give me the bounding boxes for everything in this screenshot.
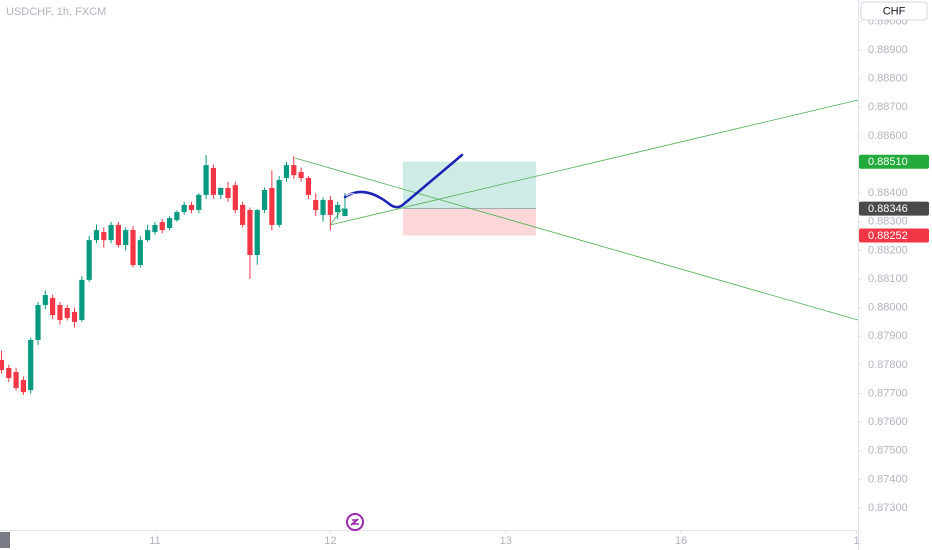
x-tick-label: 12 (324, 535, 336, 547)
price-marker (859, 154, 929, 169)
trendline (329, 99, 859, 226)
candle-body (174, 212, 180, 221)
y-tick-label: 0.87700 (868, 387, 908, 399)
candle-body (57, 305, 63, 320)
trendline (329, 207, 344, 226)
small-curve (345, 193, 359, 197)
candle-body (42, 295, 48, 306)
x-tick-label: 13 (500, 535, 512, 547)
candle-body (152, 224, 158, 233)
target-zone (403, 161, 536, 209)
candle-body (335, 204, 341, 213)
projection-curve (343, 153, 464, 209)
scroll-handle[interactable] (0, 532, 10, 548)
x-tick-label: 16 (675, 535, 687, 547)
price-marker (859, 201, 929, 216)
candle-body (342, 208, 348, 217)
candle-body (291, 165, 297, 176)
y-tick-label: 0.88000 (868, 302, 908, 314)
y-tick-label: 0.87400 (868, 473, 908, 485)
x-tick-label: 1 (853, 535, 859, 547)
y-tick-label: 0.88900 (868, 44, 908, 56)
candle-body (108, 224, 114, 241)
y-tick-label: 0.88300 (868, 216, 908, 228)
candle-body (305, 178, 312, 195)
y-tick-label: 0.88700 (868, 101, 908, 113)
candle-body (28, 339, 34, 391)
stop-zone (403, 208, 536, 236)
y-tick-label: 0.88600 (868, 130, 908, 142)
candle-body (232, 185, 238, 211)
candle-body (225, 188, 231, 199)
chart-title: USDCHF, 1h, FXCM (6, 6, 106, 18)
x-tick-label: 11 (149, 535, 160, 547)
y-tick-label: 0.87600 (868, 416, 908, 428)
price-marker (859, 228, 929, 243)
price-marker-label: 0.88346 (868, 203, 908, 215)
candle-body (101, 232, 107, 241)
currency-badge (860, 1, 928, 21)
candle-body (93, 230, 100, 241)
y-tick-label: 0.87900 (868, 330, 908, 342)
candle-body (181, 204, 187, 213)
y-tick-label: 0.88400 (868, 187, 908, 199)
candle-body (86, 240, 92, 280)
candle-body (276, 180, 282, 225)
y-tick-label: 0.87300 (868, 502, 908, 514)
logo-icon (346, 513, 364, 531)
candle-body (210, 167, 217, 195)
candle-body (298, 171, 304, 179)
candle-body (188, 204, 195, 211)
candle-body (35, 305, 41, 340)
candle-body (240, 204, 246, 225)
candle-body (0, 360, 5, 371)
candle-body (218, 188, 224, 195)
candle-body (20, 380, 26, 393)
candle-body (115, 224, 121, 245)
candle-body (137, 240, 143, 265)
candle-body (247, 210, 253, 255)
candle-body (196, 194, 202, 211)
candle-body (327, 200, 333, 215)
y-tick-label: 0.88200 (868, 244, 908, 256)
price-marker-label: 0.88252 (868, 230, 908, 242)
candle-body (261, 190, 268, 211)
candle-body (6, 368, 12, 379)
plot-area (0, 99, 859, 395)
candle-body (13, 372, 19, 389)
y-tick-label: 0.88800 (868, 73, 908, 85)
candle-body (159, 222, 165, 231)
candle-body (64, 307, 70, 318)
candle-body (283, 165, 290, 179)
currency-label: CHF (883, 5, 906, 17)
candle-body (123, 230, 129, 245)
candle-body (145, 230, 151, 241)
candle-body (254, 210, 260, 255)
candle-body (130, 230, 136, 265)
price-axis: 0.87300 0.87400 0.87500 0.87600 0.87700 0.878… (858, 15, 908, 514)
candle-body (50, 297, 56, 316)
candle-body (166, 218, 173, 229)
candle-body (79, 279, 85, 320)
y-tick-label: 0.87500 (868, 445, 908, 457)
price-marker-label: 0.88510 (868, 156, 908, 168)
trendline (294, 157, 859, 321)
y-tick-label: 0.88100 (868, 273, 908, 285)
candle-body (71, 311, 78, 322)
candle-body (313, 200, 319, 211)
candle-body (269, 188, 275, 225)
y-tick-label: 0.87800 (868, 359, 908, 371)
candle-body (203, 165, 209, 195)
candle-body (320, 200, 326, 215)
